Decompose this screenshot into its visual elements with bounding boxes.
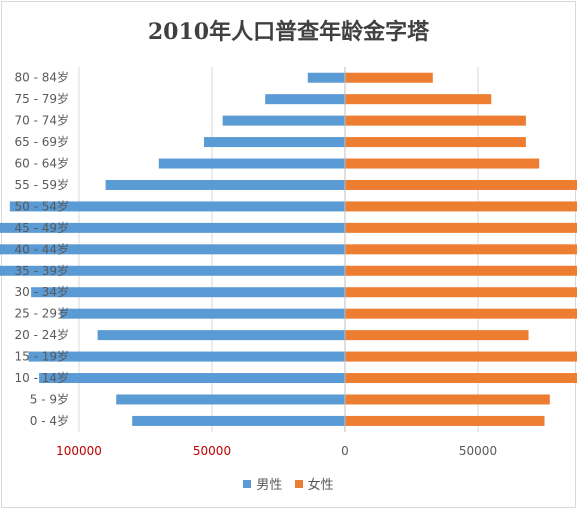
bar-female	[345, 201, 577, 212]
x-tick-label: 50000	[193, 444, 231, 458]
bar-male	[132, 415, 345, 426]
bar-female	[345, 351, 577, 362]
x-tick-label: 50000	[459, 444, 497, 458]
bar-male	[265, 94, 345, 105]
y-tick-label: 60 - 64岁	[15, 156, 70, 171]
bar-female	[345, 137, 526, 148]
y-tick-label: 5 - 9岁	[30, 391, 69, 406]
legend-swatch-male	[243, 479, 252, 488]
bar-female	[345, 94, 492, 105]
bar-male	[28, 351, 346, 362]
bars	[0, 67, 577, 432]
y-tick-label: 45 - 49岁	[15, 220, 70, 235]
bar-female	[345, 222, 577, 233]
y-tick-label: 10 - 14岁	[15, 370, 70, 385]
bar-female	[345, 179, 577, 190]
y-axis-labels: 0 - 4岁 5 - 9岁 10 - 14岁 15 - 19岁 20 - 24岁 25 -…	[15, 70, 70, 428]
bar-male	[0, 244, 345, 255]
y-tick-label: 55 - 59岁	[15, 177, 70, 192]
bar-male	[0, 265, 346, 276]
y-tick-label: 35 - 39岁	[15, 263, 70, 278]
bar-female	[345, 244, 577, 255]
chart-title: 2010年人口普查年龄金字塔	[147, 19, 430, 45]
x-axis-labels: 2000001500001000005000005000010000015000…	[56, 444, 497, 458]
legend-item-male: 男性	[243, 474, 282, 493]
y-tick-label: 50 - 54岁	[15, 198, 70, 213]
legend-item-female: 女性	[294, 474, 334, 493]
bar-female	[345, 394, 550, 405]
bar-male	[116, 394, 346, 405]
y-tick-label: 70 - 74岁	[15, 113, 70, 128]
y-tick-label: 30 - 34岁	[15, 284, 70, 299]
y-tick-label: 75 - 79岁	[15, 91, 70, 106]
bar-male	[97, 330, 346, 341]
legend: 男性 女性	[0, 474, 577, 493]
bar-male	[31, 287, 346, 298]
legend-label-female: 女性	[307, 478, 334, 493]
bar-male	[60, 308, 345, 319]
bar-female	[345, 287, 577, 298]
y-tick-label: 25 - 29岁	[15, 306, 70, 321]
y-tick-label: 40 - 44岁	[15, 241, 70, 256]
bar-female	[345, 158, 540, 169]
bar-female	[345, 415, 545, 426]
bar-female	[345, 373, 577, 384]
bar-female	[345, 330, 529, 341]
y-tick-label: 20 - 24岁	[15, 327, 70, 342]
bar-male	[158, 158, 345, 169]
bar-female	[345, 308, 577, 319]
bar-male	[9, 201, 346, 212]
x-tick-label: 0	[341, 444, 349, 458]
bar-female	[345, 72, 433, 83]
x-tick-label: 100000	[56, 444, 102, 458]
bar-male	[222, 115, 345, 126]
legend-label-male: 男性	[256, 478, 283, 493]
bar-male	[0, 222, 346, 233]
bar-female	[345, 115, 526, 126]
bar-male	[105, 179, 345, 190]
bar-male	[39, 373, 345, 384]
y-tick-label: 65 - 69岁	[15, 134, 70, 149]
y-tick-label: 15 - 19岁	[15, 349, 70, 364]
y-tick-label: 80 - 84岁	[15, 70, 70, 85]
y-tick-label: 0 - 4岁	[30, 413, 69, 428]
legend-swatch-female	[294, 479, 303, 488]
bar-male	[204, 137, 345, 148]
bar-male	[307, 72, 345, 83]
bar-female	[345, 265, 577, 276]
